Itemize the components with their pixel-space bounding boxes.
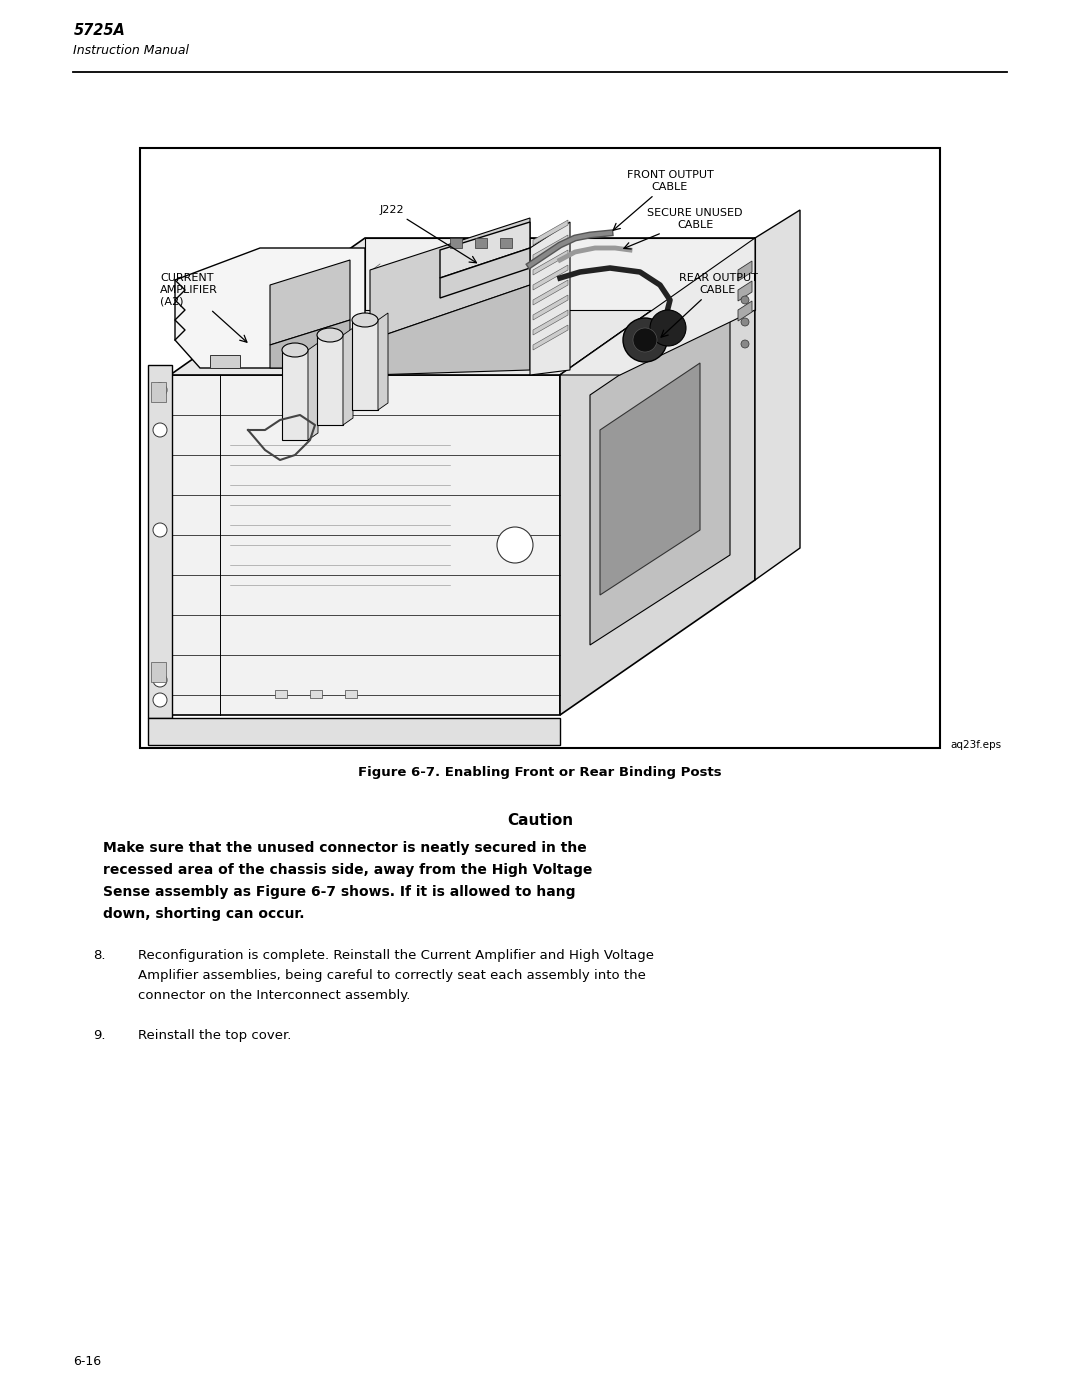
Polygon shape xyxy=(365,237,755,310)
Text: Figure 6-7. Enabling Front or Rear Binding Posts: Figure 6-7. Enabling Front or Rear Bindi… xyxy=(359,766,721,780)
Text: Instruction Manual: Instruction Manual xyxy=(73,43,189,57)
Circle shape xyxy=(153,693,167,707)
Circle shape xyxy=(497,527,534,563)
Ellipse shape xyxy=(318,328,343,342)
Text: FRONT OUTPUT
CABLE: FRONT OUTPUT CABLE xyxy=(613,170,714,231)
Polygon shape xyxy=(148,718,561,745)
Circle shape xyxy=(153,383,167,397)
Polygon shape xyxy=(308,344,318,440)
Text: J222: J222 xyxy=(380,205,476,263)
Circle shape xyxy=(623,319,667,362)
Polygon shape xyxy=(534,326,568,351)
Polygon shape xyxy=(755,210,800,580)
Polygon shape xyxy=(148,365,172,718)
Bar xyxy=(475,237,487,249)
Polygon shape xyxy=(534,219,568,244)
Polygon shape xyxy=(534,279,568,305)
Bar xyxy=(500,237,512,249)
Text: Reconfiguration is complete. Reinstall the Current Amplifier and High Voltage: Reconfiguration is complete. Reinstall t… xyxy=(138,949,654,963)
Polygon shape xyxy=(282,351,308,440)
Circle shape xyxy=(741,296,750,305)
Polygon shape xyxy=(738,281,752,300)
Circle shape xyxy=(153,522,167,536)
Text: 9.: 9. xyxy=(94,1030,106,1042)
Text: 6-16: 6-16 xyxy=(73,1355,102,1368)
Text: 5725A: 5725A xyxy=(73,22,125,38)
Polygon shape xyxy=(530,222,570,374)
Polygon shape xyxy=(370,218,530,339)
Text: Reinstall the top cover.: Reinstall the top cover. xyxy=(138,1030,292,1042)
Polygon shape xyxy=(343,328,353,425)
Bar xyxy=(275,690,287,698)
Polygon shape xyxy=(270,260,350,345)
Bar xyxy=(450,237,462,249)
Polygon shape xyxy=(440,249,530,298)
Bar xyxy=(151,662,166,682)
Polygon shape xyxy=(440,222,530,278)
Polygon shape xyxy=(210,355,240,367)
Polygon shape xyxy=(352,320,378,409)
Polygon shape xyxy=(534,235,568,260)
Polygon shape xyxy=(561,237,755,374)
Polygon shape xyxy=(738,300,752,321)
Circle shape xyxy=(650,310,686,346)
Bar xyxy=(140,148,940,747)
Bar xyxy=(345,690,357,698)
Polygon shape xyxy=(318,335,343,425)
Polygon shape xyxy=(600,363,700,595)
Circle shape xyxy=(633,328,657,352)
Text: down, shorting can occur.: down, shorting can occur. xyxy=(104,907,305,921)
Circle shape xyxy=(153,423,167,437)
Text: REAR OUTPUT
CABLE: REAR OUTPUT CABLE xyxy=(661,274,757,337)
Circle shape xyxy=(153,673,167,687)
Text: Make sure that the unused connector is neatly secured in the: Make sure that the unused connector is n… xyxy=(104,841,588,855)
Circle shape xyxy=(741,339,750,348)
Bar xyxy=(151,381,166,402)
Polygon shape xyxy=(270,320,350,367)
Text: Amplifier assemblies, being careful to correctly seat each assembly into the: Amplifier assemblies, being careful to c… xyxy=(138,970,646,982)
Polygon shape xyxy=(170,237,755,374)
Text: CURRENT
AMPLIFIER
(A2): CURRENT AMPLIFIER (A2) xyxy=(160,274,247,342)
Text: Caution: Caution xyxy=(507,813,573,828)
Text: recessed area of the chassis side, away from the High Voltage: recessed area of the chassis side, away … xyxy=(104,863,593,877)
Text: aq23f.eps: aq23f.eps xyxy=(950,740,1001,750)
Polygon shape xyxy=(170,374,561,715)
Text: 8.: 8. xyxy=(94,949,106,963)
Circle shape xyxy=(741,319,750,326)
Polygon shape xyxy=(534,250,568,275)
Text: Sense assembly as Figure 6-7 shows. If it is allowed to hang: Sense assembly as Figure 6-7 shows. If i… xyxy=(104,886,576,900)
Polygon shape xyxy=(590,300,730,645)
Ellipse shape xyxy=(282,344,308,358)
Polygon shape xyxy=(534,295,568,320)
Polygon shape xyxy=(534,310,568,335)
Bar xyxy=(310,690,322,698)
Polygon shape xyxy=(561,237,755,715)
Polygon shape xyxy=(378,313,388,409)
Ellipse shape xyxy=(352,313,378,327)
Polygon shape xyxy=(370,285,530,374)
Text: connector on the Interconnect assembly.: connector on the Interconnect assembly. xyxy=(138,989,410,1002)
Text: SECURE UNUSED
CABLE: SECURE UNUSED CABLE xyxy=(624,208,743,249)
Polygon shape xyxy=(175,249,365,367)
Polygon shape xyxy=(738,261,752,281)
Polygon shape xyxy=(534,265,568,291)
